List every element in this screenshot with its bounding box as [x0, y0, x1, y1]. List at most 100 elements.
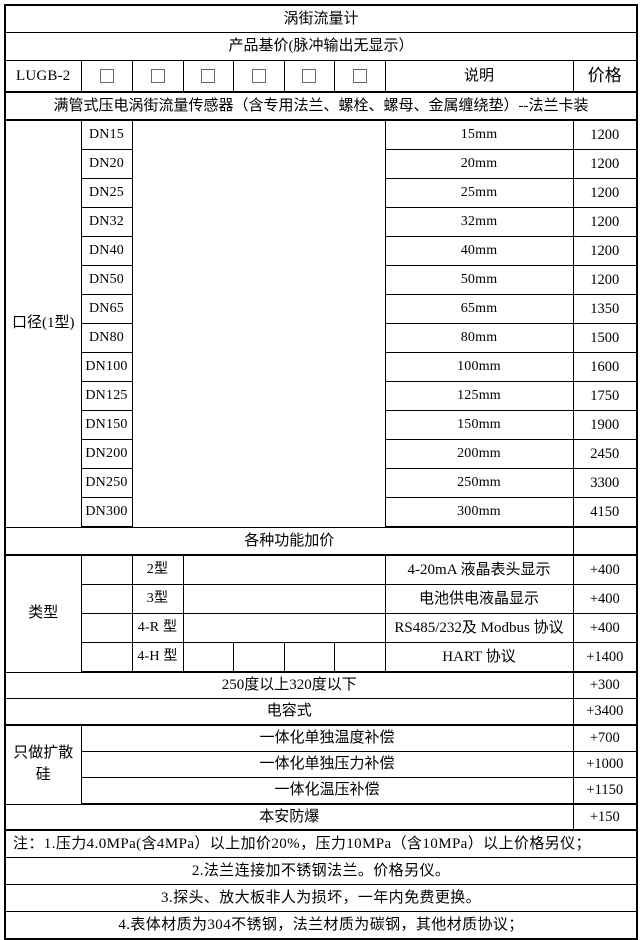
empty-price-cell — [572, 526, 638, 556]
empty-cell — [283, 642, 335, 673]
price-cell: 1200 — [572, 207, 638, 237]
type-cell: 2型 — [131, 554, 184, 585]
price-cell: 1200 — [572, 119, 638, 150]
price-cell: 1200 — [572, 265, 638, 295]
size-cell: 25mm — [384, 178, 574, 208]
empty-spacer-cell — [131, 119, 386, 528]
type-cell: 3型 — [131, 584, 184, 614]
option-desc-cell: 电容式 — [4, 698, 574, 726]
empty-cell — [80, 584, 133, 614]
dn-cell: DN100 — [80, 352, 133, 382]
checkbox-icon — [251, 69, 266, 84]
price-cell: 1200 — [572, 149, 638, 179]
dn-cell: DN50 — [80, 265, 133, 295]
dn-cell: DN32 — [80, 207, 133, 237]
dn-cell: DN25 — [80, 178, 133, 208]
price-cell: 1200 — [572, 178, 638, 208]
dn-cell: DN200 — [80, 439, 133, 469]
checkbox-icon — [302, 69, 316, 84]
size-cell: 50mm — [384, 265, 574, 295]
price-cell: +400 — [572, 554, 638, 585]
empty-cell — [80, 613, 133, 643]
sensor-description: 满管式压电涡街流量传感器（含专用法兰、螺栓、螺母、金属缠绕垫）--法兰卡装 — [4, 91, 638, 121]
compensation-desc-cell: 一体化单独温度补偿 — [80, 724, 574, 752]
price-cell: 1350 — [572, 294, 638, 324]
price-column-header: 价格 — [572, 60, 638, 93]
dn-cell: DN80 — [80, 323, 133, 353]
compensation-section-label: 只做扩散硅 — [4, 724, 82, 805]
note-line: 2.法兰连接加不锈钢法兰。价格另仪。 — [4, 857, 638, 885]
empty-cell — [232, 642, 285, 673]
type-desc-cell: RS485/232及 Modbus 协议 — [384, 613, 574, 643]
price-cell: +3400 — [572, 698, 638, 726]
checkbox-icon — [99, 69, 114, 84]
price-table: 涡街流量计 产品基价(脉冲输出无显示） LUGB-2 说明 价格 满管式压电涡街… — [4, 4, 639, 940]
option-desc-cell: 250度以上320度以下 — [4, 671, 574, 699]
dn-cell: DN300 — [80, 497, 133, 528]
compensation-desc-cell: 一体化单独压力补偿 — [80, 751, 574, 778]
type-desc-cell: HART 协议 — [384, 642, 574, 673]
size-cell: 20mm — [384, 149, 574, 179]
price-cell: +1000 — [572, 751, 638, 778]
option-checkbox-cell — [80, 60, 133, 93]
size-cell: 250mm — [384, 468, 574, 498]
note-line: 4.表体材质为304不锈钢，法兰材质为碳钢，其他材质协议； — [4, 911, 638, 940]
price-cell: 4150 — [572, 497, 638, 528]
compensation-desc-cell: 一体化温压补偿 — [80, 777, 574, 805]
type-cell: 4-R 型 — [131, 613, 184, 643]
dn-cell: DN150 — [80, 410, 133, 440]
option-checkbox-cell — [283, 60, 335, 93]
price-cell: 1900 — [572, 410, 638, 440]
empty-cell — [80, 554, 133, 585]
price-cell: +150 — [572, 803, 638, 831]
price-cell: 3300 — [572, 468, 638, 498]
size-cell: 32mm — [384, 207, 574, 237]
price-cell: 1750 — [572, 381, 638, 411]
price-cell: +1400 — [572, 642, 638, 673]
dn-cell: DN125 — [80, 381, 133, 411]
dn-cell: DN250 — [80, 468, 133, 498]
type-section-label: 类型 — [4, 554, 82, 673]
empty-cell — [80, 642, 133, 673]
empty-spacer-cell — [182, 554, 386, 585]
checkbox-icon — [352, 69, 367, 84]
dn-cell: DN20 — [80, 149, 133, 179]
price-cell: 1600 — [572, 352, 638, 382]
price-cell: 2450 — [572, 439, 638, 469]
option-checkbox-cell — [182, 60, 234, 93]
dn-cell: DN65 — [80, 294, 133, 324]
size-cell: 300mm — [384, 497, 574, 528]
option-checkbox-cell — [131, 60, 184, 93]
size-cell: 80mm — [384, 323, 574, 353]
empty-cell — [182, 642, 234, 673]
empty-cell — [333, 642, 386, 673]
option-checkbox-cell — [232, 60, 285, 93]
price-cell: +700 — [572, 724, 638, 752]
type-desc-cell: 电池供电液晶显示 — [384, 584, 574, 614]
table-subtitle: 产品基价(脉冲输出无显示） — [4, 32, 638, 61]
price-cell: +400 — [572, 613, 638, 643]
price-cell: 1500 — [572, 323, 638, 353]
dn-cell: DN40 — [80, 236, 133, 266]
price-cell: 1200 — [572, 236, 638, 266]
diameter-section-label: 口径(1型) — [4, 119, 82, 528]
checkbox-icon — [150, 69, 165, 84]
note-line: 注：1.压力4.0MPa(含4MPa）以上加价20%，压力10MPa（含10MP… — [4, 829, 638, 858]
checkbox-icon — [201, 69, 215, 84]
option-desc-cell: 本安防爆 — [4, 803, 574, 831]
type-cell: 4-H 型 — [131, 642, 184, 673]
type-desc-cell: 4-20mA 液晶表头显示 — [384, 554, 574, 585]
size-cell: 150mm — [384, 410, 574, 440]
dn-cell: DN15 — [80, 119, 133, 150]
desc-column-header: 说明 — [384, 60, 574, 93]
size-cell: 200mm — [384, 439, 574, 469]
empty-spacer-cell — [182, 613, 386, 643]
option-checkbox-cell — [333, 60, 386, 93]
price-cell: +400 — [572, 584, 638, 614]
size-cell: 40mm — [384, 236, 574, 266]
price-cell: +300 — [572, 671, 638, 699]
size-cell: 15mm — [384, 119, 574, 150]
empty-spacer-cell — [182, 584, 386, 614]
note-line: 3.探头、放大板非人为损坏，一年内免费更换。 — [4, 884, 638, 912]
